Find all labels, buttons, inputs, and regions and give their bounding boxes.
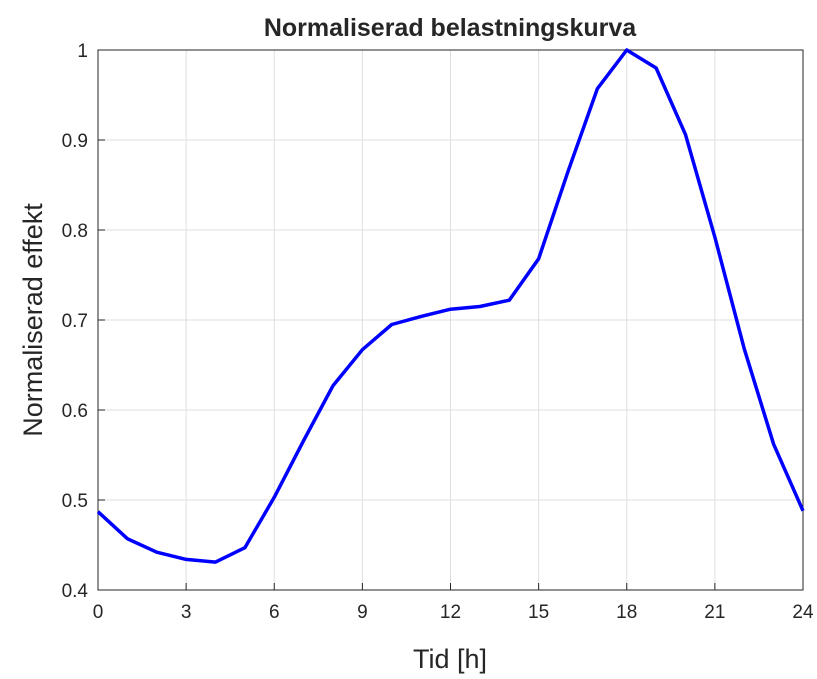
y-tick-label: 0.6 — [62, 401, 88, 422]
x-tick-label: 0 — [93, 602, 104, 623]
y-axis-label: Normaliserad effekt — [18, 203, 48, 437]
x-tick-label: 15 — [528, 602, 549, 623]
x-axis-label: Tid [h] — [413, 644, 487, 674]
y-tick-label: 0.9 — [62, 131, 88, 152]
y-tick-label: 0.5 — [62, 491, 88, 512]
y-tick-label: 0.4 — [62, 581, 89, 602]
x-tick-label: 9 — [357, 602, 368, 623]
x-tick-label: 18 — [616, 602, 637, 623]
x-tick-label: 21 — [704, 602, 725, 623]
x-tick-label: 6 — [269, 602, 280, 623]
y-tick-label: 1 — [77, 41, 88, 62]
x-tick-label: 3 — [181, 602, 192, 623]
y-tick-label: 0.8 — [62, 221, 88, 242]
data-line — [96, 48, 805, 564]
x-tick-label: 12 — [440, 602, 461, 623]
axes-box — [97, 49, 804, 591]
y-tick-label: 0.7 — [62, 311, 88, 332]
chart-title: Normaliserad belastningskurva — [264, 14, 637, 42]
x-tick-label: 24 — [792, 602, 814, 623]
